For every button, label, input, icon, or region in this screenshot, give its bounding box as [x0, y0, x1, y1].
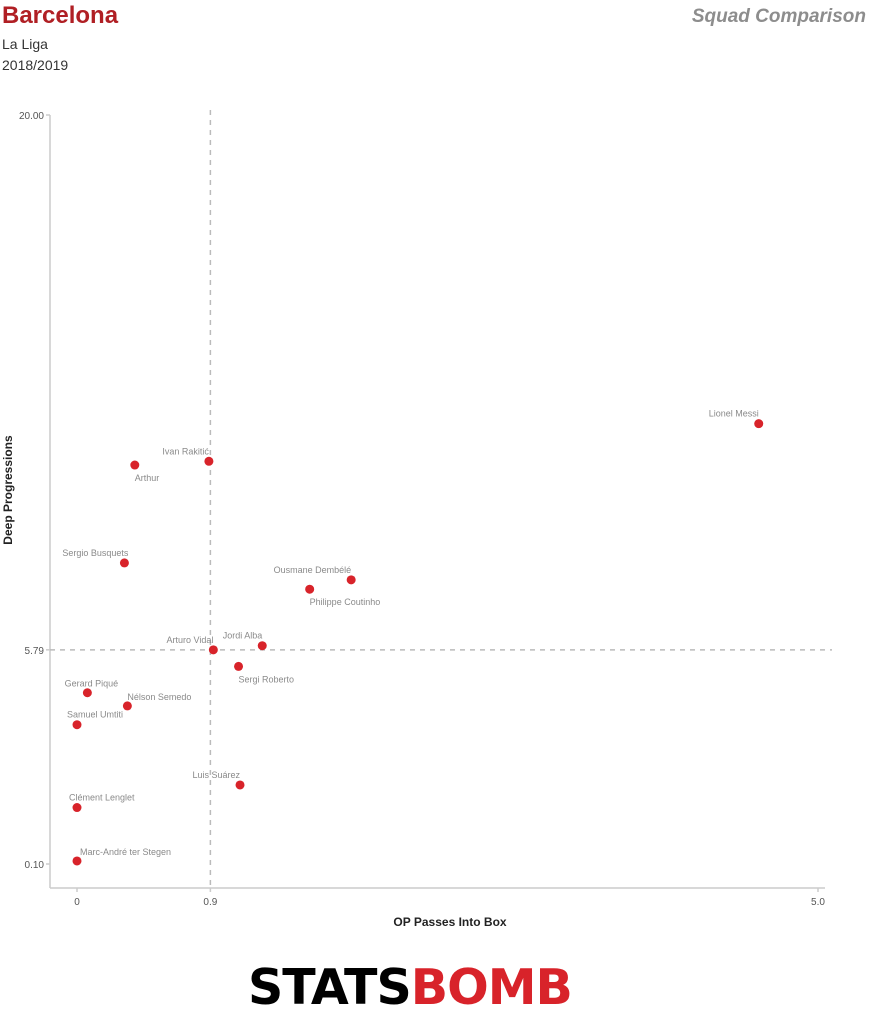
axes [46, 114, 825, 892]
point-label: Jordi Alba [223, 631, 263, 641]
statsbomb-logo: STATSBOMB [248, 962, 628, 1014]
data-point [257, 641, 267, 651]
league-label: La Liga [2, 36, 48, 52]
y-tick-label: 20.00 [19, 111, 44, 122]
season-label: 2018/2019 [2, 57, 69, 73]
data-point [346, 575, 356, 585]
data-point [72, 720, 82, 730]
data-points [72, 419, 764, 866]
scatter-chart: 0.10 5.79 20.00 0 0.9 5.0 Lionel Messi Ivan Ra… [1, 110, 832, 929]
x-tick-label: 0 [74, 897, 80, 908]
data-point [72, 856, 82, 866]
y-axis-label: Deep Progressions [1, 435, 15, 545]
tick-labels: 0.10 5.79 20.00 0 0.9 5.0 [19, 111, 825, 908]
point-label: Sergio Busquets [62, 548, 129, 558]
point-label: Ivan Rakitić [162, 446, 209, 456]
logo-text-bomb: BOMB [410, 959, 573, 1016]
data-point [305, 584, 315, 594]
point-label: Nélson Semedo [127, 692, 191, 702]
data-point [234, 661, 244, 671]
x-axis-label: OP Passes Into Box [393, 915, 506, 929]
point-label: Ousmane Dembélé [274, 565, 352, 575]
data-point [204, 456, 214, 466]
data-point [235, 780, 245, 790]
data-point [72, 803, 82, 813]
data-point [122, 701, 132, 711]
point-label: Gerard Piqué [65, 679, 119, 689]
y-tick-label: 5.79 [25, 646, 45, 657]
data-point [208, 645, 218, 655]
point-label: Luis Suárez [192, 770, 240, 780]
x-tick-label: 0.9 [203, 897, 217, 908]
point-label: Marc-André ter Stegen [80, 847, 171, 857]
point-label: Arturo Vidal [166, 635, 213, 645]
data-point [130, 460, 140, 470]
y-tick-label: 0.10 [25, 860, 45, 871]
reference-lines [50, 110, 832, 888]
point-label: Clément Lenglet [69, 793, 135, 803]
point-label: Philippe Coutinho [310, 597, 381, 607]
x-tick-label: 5.0 [811, 897, 825, 908]
point-label: Arthur [135, 473, 160, 483]
data-point [119, 558, 129, 568]
report-title: Squad Comparison [691, 6, 866, 27]
point-labels: Lionel Messi Ivan Rakitić Arthur Sergio Bus… [62, 409, 758, 857]
team-title: Barcelona [2, 2, 119, 29]
logo-text-stats: STATS [248, 959, 412, 1016]
point-label: Lionel Messi [709, 409, 759, 419]
data-point [82, 688, 92, 698]
data-point [754, 419, 764, 429]
point-label: Samuel Umtiti [67, 710, 123, 720]
point-label: Sergi Roberto [239, 674, 295, 684]
